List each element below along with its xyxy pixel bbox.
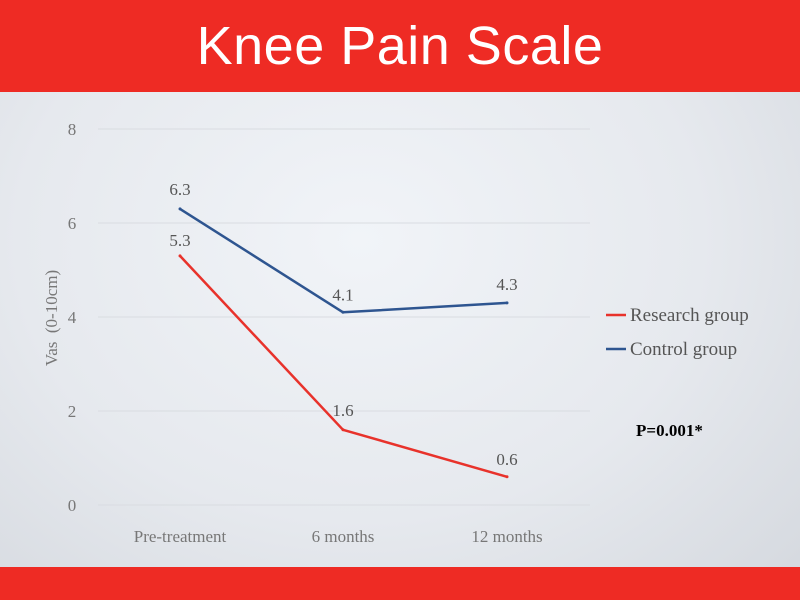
legend-entry: Research group bbox=[630, 305, 749, 326]
footer-bar bbox=[0, 567, 800, 600]
data-label: 0.6 bbox=[496, 450, 517, 469]
page-title: Knee Pain Scale bbox=[196, 16, 604, 76]
y-tick-label: 4 bbox=[68, 308, 77, 327]
data-point bbox=[178, 254, 182, 258]
y-tick-label: 0 bbox=[68, 496, 77, 515]
data-label: 1.6 bbox=[332, 401, 353, 420]
x-tick-label: Pre-treatment bbox=[134, 527, 227, 546]
y-tick-label: 8 bbox=[68, 120, 77, 139]
x-tick-label: 12 months bbox=[471, 527, 542, 546]
y-axis-label: Vas (0-10cm) bbox=[42, 269, 61, 367]
data-label: 4.1 bbox=[332, 285, 353, 304]
data-label: 4.3 bbox=[496, 275, 517, 294]
x-tick-label: 6 months bbox=[312, 527, 375, 546]
title-banner: Knee Pain Scale bbox=[0, 0, 800, 92]
data-point bbox=[341, 428, 345, 432]
y-tick-label: 6 bbox=[68, 214, 77, 233]
data-point bbox=[341, 310, 345, 314]
data-point bbox=[505, 475, 509, 479]
p-value-annotation: P=0.001* bbox=[636, 421, 703, 440]
y-tick-label: 2 bbox=[68, 402, 77, 421]
data-point bbox=[505, 301, 509, 305]
data-label: 6.3 bbox=[169, 180, 190, 199]
legend-entry: Control group bbox=[630, 339, 737, 360]
data-label: 5.3 bbox=[169, 231, 190, 250]
data-point bbox=[178, 207, 182, 211]
